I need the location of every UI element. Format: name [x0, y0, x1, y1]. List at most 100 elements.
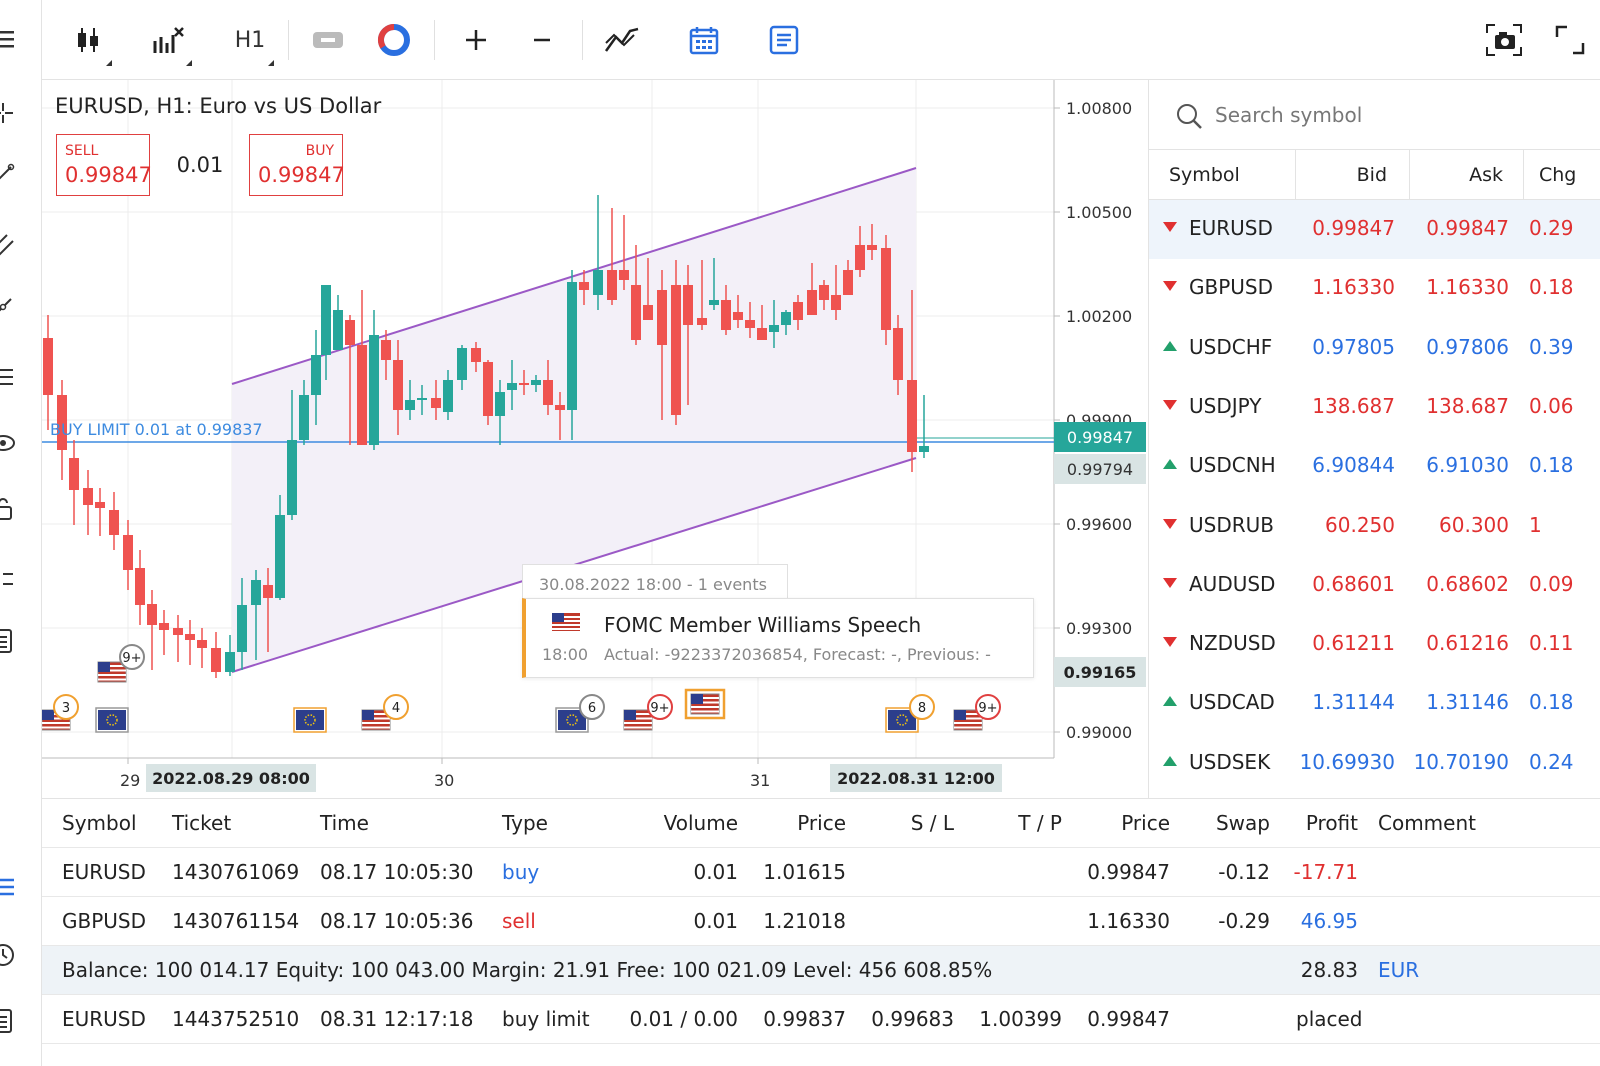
bear-candle [657, 290, 667, 345]
crosshair-icon[interactable] [0, 96, 20, 130]
flag-stripe [691, 706, 719, 708]
col-ticket[interactable]: Ticket [172, 811, 232, 835]
position-row[interactable]: EURUSD 1430761069 08.17 10:05:30 buy 0.0… [42, 848, 1600, 897]
sell-button[interactable]: SELL 0.99847 [56, 134, 152, 196]
watchlist-row[interactable]: USDCNH 6.90844 6.91030 0.18 [1149, 437, 1600, 496]
bull-candle [311, 355, 321, 395]
col-comment[interactable]: Comment [1378, 811, 1476, 835]
watchlist-bid: 1.16330 [1312, 275, 1395, 300]
volume-input[interactable]: 0.01 [176, 153, 224, 177]
event-title: FOMC Member Williams Speech [604, 613, 922, 637]
bear-candle [555, 405, 565, 410]
journal-icon[interactable] [0, 1004, 20, 1038]
col-symbol[interactable]: Symbol [62, 811, 137, 835]
watchlist-bid: 138.687 [1312, 393, 1395, 418]
trend-line-icon[interactable] [0, 158, 20, 192]
flag-stripe [954, 713, 982, 715]
watchlist-row[interactable]: USDCHF 0.97805 0.97806 0.39 [1149, 319, 1600, 378]
buy-button[interactable]: BUY 0.99847 [249, 134, 345, 196]
chart-type-button[interactable] [60, 14, 116, 66]
order-type: buy limit [502, 1007, 590, 1031]
document-icon[interactable] [0, 624, 20, 658]
search-icon [1177, 104, 1202, 129]
symbol-column-header[interactable]: Symbol [1169, 164, 1240, 186]
watchlist-bid: 0.97805 [1312, 334, 1395, 359]
objects-icon[interactable] [0, 562, 20, 596]
col-time[interactable]: Time [320, 811, 369, 835]
flag-stripe [954, 726, 982, 729]
arrow-down-icon [1163, 281, 1177, 292]
indicator-list-button[interactable] [594, 14, 650, 66]
watchlist-row[interactable]: GBPUSD 1.16330 1.16330 0.18 [1149, 259, 1600, 318]
watchlist-row[interactable]: USDSEK 10.69930 10.70190 0.24 [1149, 734, 1600, 793]
order-row[interactable]: EURUSD 1443752510 08.31 12:17:18 buy lim… [42, 995, 1600, 1044]
timeframe-button[interactable]: H1 [222, 14, 278, 66]
menu-icon[interactable] [0, 22, 20, 56]
fullscreen-icon [1555, 25, 1585, 55]
pitchfork-icon[interactable] [0, 290, 20, 324]
screenshot-button[interactable] [1476, 14, 1532, 66]
col-sl[interactable]: S / L [910, 811, 954, 835]
watchlist-row[interactable]: AUDUSD 0.68601 0.68602 0.09 [1149, 556, 1600, 615]
bear-candle [671, 285, 681, 415]
bear-candle [211, 648, 221, 672]
watchlist-row[interactable]: USDRUB 60.250 60.300 1 [1149, 497, 1600, 556]
channel-tool-icon[interactable] [0, 228, 20, 262]
watchlist-row[interactable]: EURUSD 0.99847 0.99847 0.29 [1149, 200, 1600, 259]
economic-calendar-button[interactable] [676, 14, 732, 66]
col-volume[interactable]: Volume [663, 811, 738, 835]
col-tp[interactable]: T / P [1018, 811, 1062, 835]
order-symbol: EURUSD [62, 1007, 146, 1031]
order-ticket: 1443752510 [172, 1007, 300, 1031]
link-button[interactable] [300, 14, 356, 66]
watchlist-row[interactable]: NZDUSD 0.61211 0.61216 0.11 [1149, 615, 1600, 674]
zoom-in-button[interactable] [448, 14, 504, 66]
zoom-out-button[interactable] [514, 14, 570, 66]
position-row[interactable]: GBPUSD 1430761154 08.17 10:05:36 sell 0.… [42, 897, 1600, 946]
us-flag-icon [552, 613, 580, 635]
ask-column-header[interactable]: Ask [1469, 164, 1503, 186]
bull-candle [369, 335, 379, 445]
position-ticket: 1430761069 [172, 860, 300, 884]
watchlist-row[interactable]: USDJPY 138.687 138.687 0.06 [1149, 378, 1600, 437]
bid-column-header[interactable]: Bid [1356, 164, 1387, 186]
bear-candle [831, 295, 841, 310]
flag-canton [362, 710, 374, 720]
col-current-price[interactable]: Price [1121, 811, 1170, 835]
order-sl[interactable]: 0.99683 [871, 1007, 954, 1031]
flag-canton [42, 710, 54, 720]
eye-icon[interactable] [0, 426, 20, 460]
change-column-header[interactable]: Chg [1539, 164, 1577, 186]
watchlist-symbol: GBPUSD [1189, 275, 1274, 300]
col-swap[interactable]: Swap [1215, 811, 1270, 835]
fibonacci-icon[interactable] [0, 360, 20, 394]
order-tp[interactable]: 1.00399 [979, 1007, 1062, 1031]
flag-stripe [98, 665, 126, 667]
history-icon[interactable] [0, 938, 20, 972]
date-tick-label: 31 [750, 771, 770, 790]
search-input[interactable] [1215, 98, 1575, 132]
order-price: 0.99837 [763, 1007, 846, 1031]
fullscreen-button[interactable] [1542, 14, 1598, 66]
bull-candle [593, 270, 603, 295]
bull-candle [299, 395, 309, 440]
chart-canvas[interactable]: 1.008001.005001.002000.999000.996000.993… [42, 80, 1148, 798]
one-click-trading-button[interactable] [366, 14, 422, 66]
highlighted-event-frame [684, 688, 726, 720]
col-type[interactable]: Type [502, 811, 548, 835]
event-badge [975, 694, 1001, 720]
flag-stars [566, 714, 578, 726]
line-chart-icon [604, 27, 639, 52]
col-price[interactable]: Price [797, 811, 846, 835]
watchlist-symbol: USDCHF [1189, 334, 1273, 359]
buy-limit-order-label[interactable]: BUY LIMIT 0.01 at 0.99837 [50, 420, 263, 439]
chart-title: EURUSD, H1: Euro vs US Dollar [55, 94, 382, 118]
price-chart[interactable]: 1.00800 1.00500 1.00200 0.99900 0.99600 0.993… [42, 80, 1148, 798]
trade-panel-button[interactable] [756, 14, 812, 66]
lock-icon[interactable] [0, 492, 20, 526]
trade-list-icon[interactable] [0, 870, 20, 904]
indicators-button[interactable] [140, 14, 196, 66]
watchlist-change: 0.09 [1529, 571, 1574, 596]
col-profit[interactable]: Profit [1305, 811, 1358, 835]
watchlist-row[interactable]: USDCAD 1.31144 1.31146 0.18 [1149, 674, 1600, 733]
